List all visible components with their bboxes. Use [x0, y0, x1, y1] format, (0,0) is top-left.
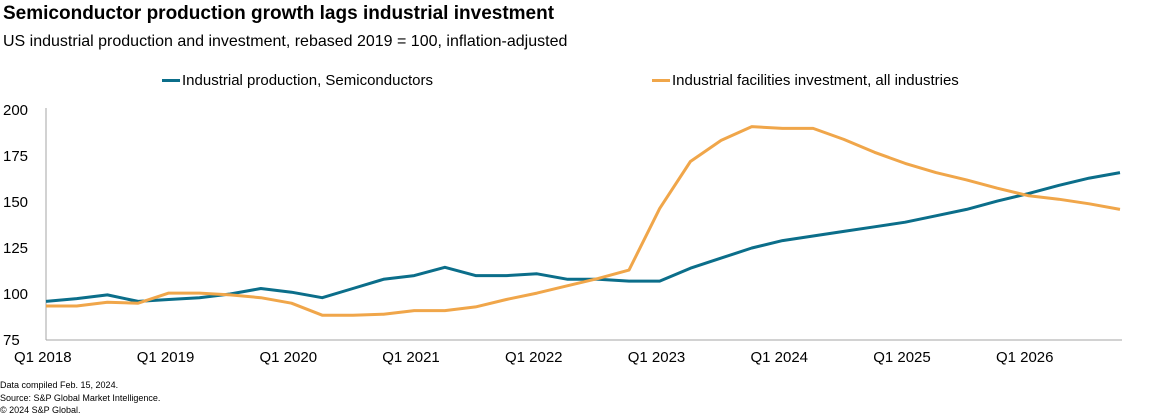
- x-tick-label: Q1 2022: [505, 349, 563, 366]
- x-tick-label: Q1 2025: [873, 349, 931, 366]
- y-tick-label: 200: [3, 102, 28, 119]
- y-tick-label: 175: [3, 148, 28, 165]
- y-tick-label: 150: [3, 194, 28, 211]
- x-tick-label: Q1 2019: [137, 349, 195, 366]
- x-tick-label: Q1 2023: [628, 349, 686, 366]
- x-tick-label: Q1 2024: [750, 349, 808, 366]
- series-line-1: [46, 125, 1121, 317]
- x-tick-label: Q1 2026: [996, 349, 1054, 366]
- chart-subtitle: US industrial production and investment,…: [3, 33, 568, 50]
- legend-label-investment: Industrial facilities investment, all in…: [672, 72, 959, 89]
- footnote-copyright: © 2024 S&P Global.: [0, 405, 81, 415]
- y-tick-label: 125: [3, 240, 28, 257]
- legend-item-investment: Industrial facilities investment, all in…: [652, 72, 959, 89]
- legend-item-production: Industrial production, Semiconductors: [162, 72, 433, 89]
- legend-label-production: Industrial production, Semiconductors: [182, 72, 433, 89]
- x-tick-label: Q1 2020: [259, 349, 317, 366]
- x-tick-label: Q1 2018: [14, 349, 72, 366]
- legend-swatch-production: [162, 79, 180, 82]
- footnote-compiled: Data compiled Feb. 15, 2024.: [0, 380, 119, 390]
- legend-swatch-investment: [652, 79, 670, 82]
- x-tick-label: Q1 2021: [382, 349, 440, 366]
- y-tick-label: 100: [3, 286, 28, 303]
- footnote-source: Source: S&P Global Market Intelligence.: [0, 393, 161, 403]
- chart-title: Semiconductor production growth lags ind…: [3, 3, 555, 24]
- y-tick-label: 75: [3, 332, 20, 349]
